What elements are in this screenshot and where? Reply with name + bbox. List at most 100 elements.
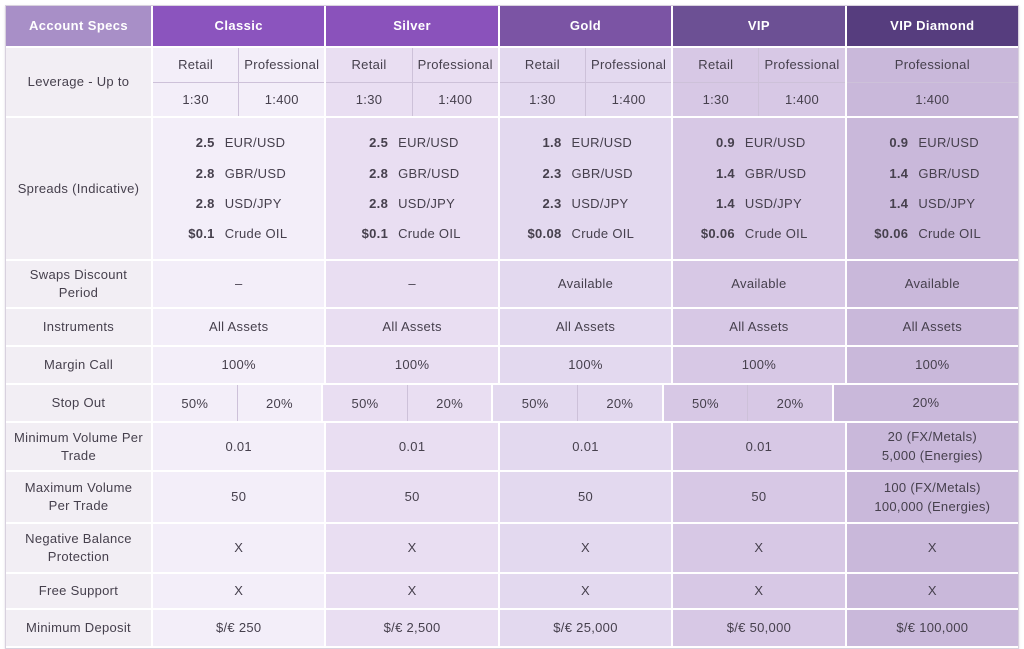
leverage-value-professional: 1:400 <box>758 82 844 116</box>
table-cell: Available <box>499 261 672 307</box>
table-cell: $/€ 50,000 <box>673 610 845 646</box>
column-header-classic: Classic <box>153 6 325 46</box>
table-cell: All Assets <box>846 309 1019 345</box>
column-header-vip: VIP <box>673 6 845 46</box>
row-spreads: Spreads (Indicative) 2.5 EUR/USD 2.8 GBR/U… <box>6 118 1019 259</box>
max-volume-diamond-line1: 100 (FX/Metals) <box>883 479 981 495</box>
min-volume-diamond-line2: 5,000 (Energies) <box>881 448 983 463</box>
table-cell: X <box>846 524 1019 572</box>
table-cell: $/€ 100,000 <box>846 610 1019 646</box>
table-cell: 0.01 <box>153 423 325 470</box>
stop-out-retail: 50% <box>351 395 379 411</box>
table-cell: – <box>153 261 325 307</box>
table-cell: 100% <box>499 347 672 383</box>
table-cell: X <box>673 574 845 608</box>
row-instruments: Instruments All Assets All Assets All As… <box>6 309 1019 345</box>
row-free-support: Free Support X X X X X <box>6 574 1019 608</box>
table-cell: All Assets <box>326 309 498 345</box>
table-cell: Available <box>846 261 1019 307</box>
leverage-sub-header-professional: Professional <box>411 48 498 82</box>
leverage-sub-header-retail: Retail <box>178 57 214 73</box>
row-label-swaps-discount: Swaps Discount Period <box>6 261 151 307</box>
table-cell: 0.01 <box>673 423 845 470</box>
row-stop-out: Stop Out 50% 20% 50% 20% 50% 20% 50% 20%… <box>6 385 1019 421</box>
row-label-spreads: Spreads (Indicative) <box>6 118 151 259</box>
spreads-gold: 1.8 EUR/USD 2.3 GBR/USD 2.3 USD/JPY $0.08 Cr… <box>499 118 672 259</box>
table-cell: X <box>326 524 498 572</box>
stop-out-gold: 50% 20% <box>493 385 662 421</box>
table-cell: – <box>326 261 498 307</box>
stop-out-retail: 50% <box>181 395 209 411</box>
table-cell: 50 <box>499 472 672 522</box>
column-header-silver: Silver <box>326 6 498 46</box>
leverage-value-professional: 1:400 <box>238 82 324 116</box>
leverage-sub-header-professional: Professional <box>894 57 970 73</box>
leverage-sub-header-retail: Retail <box>524 57 560 73</box>
table-cell: 0.01 <box>499 423 672 470</box>
row-leverage: Leverage - Up to Retail Professional 1:3… <box>6 48 1019 116</box>
row-negative-balance: Negative Balance Protection X X X X X <box>6 524 1019 572</box>
leverage-value-retail: 1:30 <box>529 91 556 107</box>
stop-out-retail: 50% <box>521 395 549 411</box>
account-specs-table: Account Specs Classic Silver Gold VIP VI… <box>5 5 1019 649</box>
leverage-classic: Retail Professional 1:30 1:400 <box>153 48 325 116</box>
leverage-sub-header-retail: Retail <box>698 57 734 73</box>
stop-out-silver: 50% 20% <box>323 385 492 421</box>
row-label-min-volume: Minimum Volume Per Trade <box>6 423 151 470</box>
stop-out-vip: 50% 20% <box>663 385 832 421</box>
table-cell: X <box>673 524 845 572</box>
spreads-vip-diamond: 0.9 EUR/USD 1.4 GBR/USD 1.4 USD/JPY $0.06 Cr… <box>846 118 1019 259</box>
stop-out-vip-diamond: 20% <box>833 385 1019 421</box>
row-label-min-deposit: Minimum Deposit <box>6 610 151 646</box>
leverage-gold: Retail Professional 1:30 1:400 <box>499 48 672 116</box>
table-cell: X <box>326 574 498 608</box>
table-cell: 20 (FX/Metals) 5,000 (Energies) <box>846 423 1019 470</box>
leverage-vip-diamond: Professional 1:400 <box>846 48 1019 116</box>
row-label-negative-balance: Negative Balance Protection <box>6 524 151 572</box>
leverage-silver: Retail Professional 1:30 1:400 <box>326 48 498 116</box>
table-cell: 100% <box>846 347 1019 383</box>
row-max-volume: Maximum Volume Per Trade 50 50 50 50 100… <box>6 472 1019 522</box>
leverage-sub-header-professional: Professional <box>238 48 324 82</box>
leverage-vip: Retail Professional 1:30 1:400 <box>673 48 845 116</box>
row-swaps-discount: Swaps Discount Period – – Available Avai… <box>6 261 1019 307</box>
stop-out-professional: 20% <box>747 385 832 421</box>
leverage-sub-header-retail: Retail <box>351 57 387 73</box>
table-cell: 100% <box>326 347 498 383</box>
table-cell: X <box>499 574 672 608</box>
table-cell: X <box>153 574 325 608</box>
table-cell: 50 <box>153 472 325 522</box>
row-label-margin-call: Margin Call <box>6 347 151 383</box>
min-volume-diamond-line1: 20 (FX/Metals) <box>887 429 978 445</box>
row-min-volume: Minimum Volume Per Trade 0.01 0.01 0.01 … <box>6 423 1019 470</box>
row-margin-call: Margin Call 100% 100% 100% 100% 100% <box>6 347 1019 383</box>
spreads-vip: 0.9 EUR/USD 1.4 GBR/USD 1.4 USD/JPY $0.06 Cr… <box>673 118 845 259</box>
table-cell: All Assets <box>153 309 325 345</box>
leverage-value-retail: 1:30 <box>702 91 730 107</box>
table-cell: X <box>846 574 1019 608</box>
table-cell: 50 <box>326 472 498 522</box>
leverage-sub-header-professional: Professional <box>585 48 671 82</box>
stop-out-professional: 20% <box>577 385 662 421</box>
leverage-value-professional: 1:400 <box>411 82 498 116</box>
table-cell: X <box>499 524 672 572</box>
leverage-value-professional: 1:400 <box>585 82 671 116</box>
row-label-free-support: Free Support <box>6 574 151 608</box>
spreads-classic: 2.5 EUR/USD 2.8 GBR/USD 2.8 USD/JPY $0.1 Cru… <box>153 118 325 259</box>
table-cell: 100% <box>153 347 325 383</box>
stop-out-classic: 50% 20% <box>153 385 322 421</box>
table-cell: 50 <box>673 472 845 522</box>
column-header-account-specs: Account Specs <box>6 6 151 46</box>
row-label-max-volume: Maximum Volume Per Trade <box>6 472 151 522</box>
column-header-vip-diamond: VIP Diamond <box>846 6 1019 46</box>
row-label-stop-out: Stop Out <box>6 385 151 421</box>
leverage-value-retail: 1:30 <box>355 91 383 107</box>
spreads-silver: 2.5 EUR/USD 2.8 GBR/USD 2.8 USD/JPY $0.1 Cru… <box>326 118 498 259</box>
row-min-deposit: Minimum Deposit $/€ 250 $/€ 2,500 $/€ 25… <box>6 610 1019 646</box>
row-label-instruments: Instruments <box>6 309 151 345</box>
max-volume-diamond-line2: 100,000 (Energies) <box>874 498 991 514</box>
table-cell: 100 (FX/Metals) 100,000 (Energies) <box>846 472 1019 522</box>
leverage-sub-header-professional: Professional <box>758 48 844 82</box>
leverage-value-retail: 1:30 <box>182 91 209 107</box>
table-cell: 0.01 <box>326 423 498 470</box>
